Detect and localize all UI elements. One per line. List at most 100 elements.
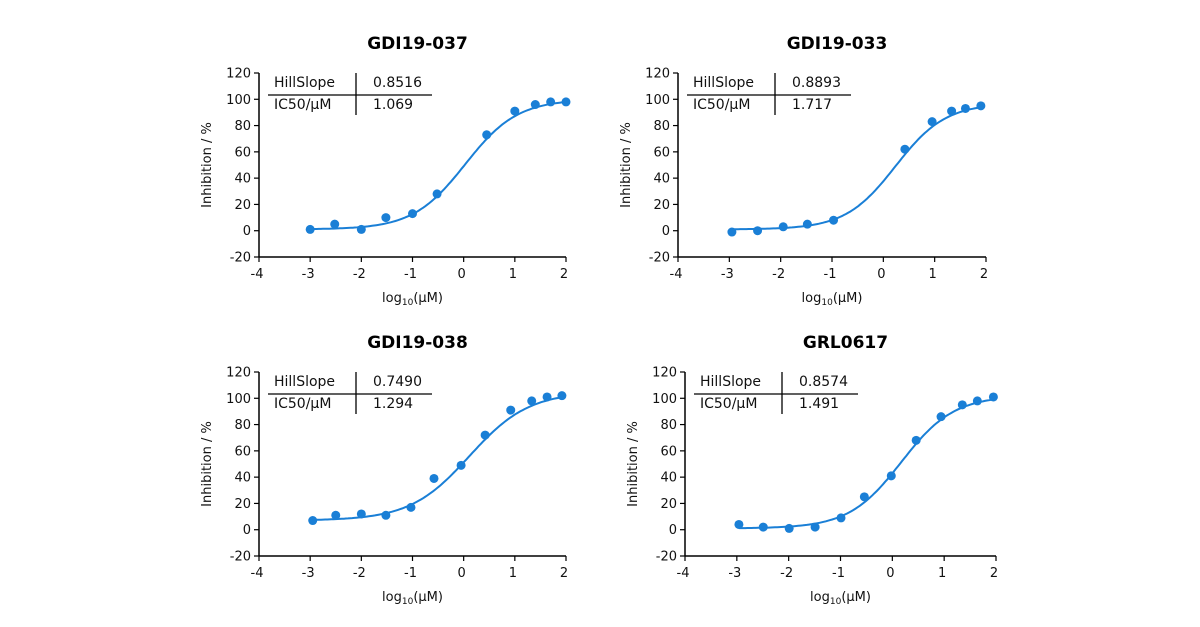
x-axis-label-part: log <box>802 291 822 306</box>
x-axis-label-part: log <box>810 590 830 605</box>
x-tick-label: 1 <box>509 566 517 581</box>
data-point <box>506 405 516 415</box>
table-value: 0.8516 <box>373 75 422 91</box>
y-tick-label: 120 <box>226 67 251 82</box>
y-tick-label: 80 <box>653 119 670 134</box>
chart-title: GDI19-033 <box>787 34 888 54</box>
y-tick-label: 40 <box>660 471 677 486</box>
x-tick-label: -2 <box>780 566 793 581</box>
data-point <box>561 97 571 107</box>
data-point <box>900 144 910 154</box>
data-point <box>542 392 552 402</box>
y-tick-label: 80 <box>234 119 251 134</box>
y-tick-label: 60 <box>653 145 670 160</box>
y-tick-label: 40 <box>234 471 251 486</box>
x-axis-label-part: (μM) <box>841 590 871 605</box>
chart-title: GDI19-037 <box>367 34 468 54</box>
data-point <box>546 97 556 107</box>
data-point <box>886 471 896 481</box>
y-axis-label: Inhibition / % <box>619 122 634 208</box>
fit-curve <box>738 398 994 530</box>
fit-parameters-table: HillSlope 0.8893 IC50/μM 1.717 <box>687 73 851 115</box>
table-label: HillSlope <box>700 374 761 390</box>
data-point <box>829 215 839 225</box>
x-axis-label-part: (μM) <box>833 291 863 306</box>
data-point <box>381 213 391 223</box>
x-axis-label-sub: 10 <box>830 597 842 607</box>
x-tick-label: -4 <box>251 267 264 282</box>
table-label: IC50/μM <box>274 97 331 113</box>
x-tick-label: 2 <box>560 267 568 282</box>
table-value: 0.8574 <box>799 374 848 390</box>
chart-panel: GDI19-038 -20 0 20 40 60 80 100 120 -4 -3 -2 -1 0 1 2 lo… <box>200 333 568 607</box>
fit-curve <box>731 106 982 231</box>
data-point <box>482 130 492 140</box>
x-tick-label: -3 <box>302 566 315 581</box>
y-tick-label: -20 <box>230 550 251 565</box>
y-tick-label: 80 <box>234 418 251 433</box>
x-axis-label-part: (μM) <box>413 291 443 306</box>
data-point <box>480 430 490 440</box>
data-point <box>927 117 937 127</box>
data-point <box>456 460 466 470</box>
data-point <box>802 219 812 229</box>
x-tick-label: 0 <box>458 566 466 581</box>
x-tick-label: -3 <box>721 267 734 282</box>
data-point <box>758 522 768 532</box>
y-tick-label: 20 <box>234 497 251 512</box>
data-point <box>976 101 986 111</box>
table-label: IC50/μM <box>700 396 757 412</box>
x-tick-label: -2 <box>353 566 366 581</box>
x-axis-label: log10(μM) <box>382 590 443 607</box>
data-point <box>406 502 416 512</box>
y-axis-label: Inhibition / % <box>626 421 641 507</box>
chart-title: GDI19-038 <box>367 333 468 353</box>
data-point <box>957 400 967 410</box>
data-point <box>936 412 946 422</box>
x-tick-label: 1 <box>509 267 517 282</box>
x-tick-label: -2 <box>772 267 785 282</box>
data-point <box>784 523 794 533</box>
data-point <box>778 222 788 232</box>
table-value: 1.294 <box>373 396 413 412</box>
x-tick-label: -1 <box>404 566 417 581</box>
x-tick-label: 0 <box>877 267 885 282</box>
data-point <box>381 510 391 520</box>
data-point <box>557 391 567 401</box>
data-point <box>429 473 439 483</box>
y-tick-label: 40 <box>234 172 251 187</box>
y-tick-label: 120 <box>645 67 670 82</box>
y-tick-label: 100 <box>226 392 251 407</box>
x-tick-label: -4 <box>670 267 683 282</box>
y-tick-label: 120 <box>226 366 251 381</box>
data-point <box>836 513 846 523</box>
x-tick-label: -4 <box>677 566 690 581</box>
table-label: HillSlope <box>274 374 335 390</box>
fit-parameters-table: HillSlope 0.8574 IC50/μM 1.491 <box>694 372 858 414</box>
x-axis-label-sub: 10 <box>821 298 833 308</box>
table-label: HillSlope <box>274 75 335 91</box>
x-axis-label: log10(μM) <box>810 590 871 607</box>
y-tick-label: 20 <box>653 198 670 213</box>
data-point <box>753 226 763 236</box>
data-point <box>356 509 366 519</box>
table-value: 0.7490 <box>373 374 422 390</box>
x-axis-label-part: log <box>382 590 402 605</box>
y-tick-label: 60 <box>234 444 251 459</box>
fit-curve <box>310 101 567 231</box>
y-tick-label: 0 <box>669 523 677 538</box>
data-point <box>947 106 957 116</box>
x-tick-label: 2 <box>990 566 998 581</box>
data-point <box>330 219 340 229</box>
data-point <box>305 224 315 234</box>
data-point <box>960 103 970 113</box>
chart-title: GRL0617 <box>803 333 888 353</box>
y-axis-label: Inhibition / % <box>200 122 215 208</box>
table-label: HillSlope <box>693 75 754 91</box>
data-point <box>408 209 417 219</box>
table-value: 1.717 <box>792 97 832 113</box>
x-tick-label: 1 <box>938 566 946 581</box>
data-point <box>510 106 520 116</box>
data-point <box>911 435 921 445</box>
